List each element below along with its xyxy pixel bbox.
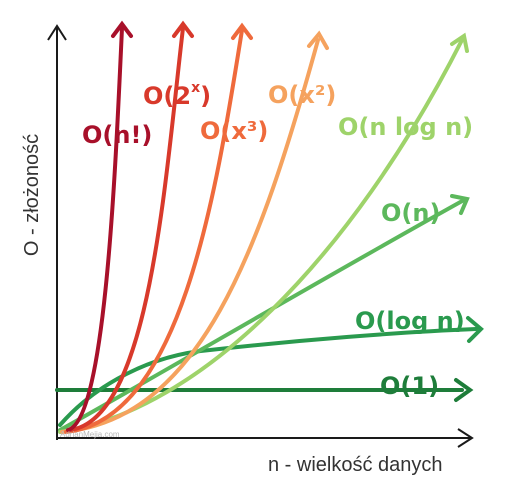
x-axis-arrow-icon bbox=[457, 428, 474, 448]
x-axis-label: n - wielkość danych bbox=[268, 454, 443, 476]
arrow-factorial-icon bbox=[111, 20, 133, 38]
arrow-quadratic-icon bbox=[307, 30, 329, 50]
curve-exponential bbox=[68, 26, 185, 432]
label-cubic: O(x³) bbox=[200, 117, 268, 145]
arrow-linear-icon bbox=[450, 194, 470, 215]
label-constant: O(1) bbox=[380, 372, 439, 400]
curve-cubic bbox=[64, 28, 244, 434]
y-axis-label: O - złożoność bbox=[21, 134, 43, 256]
curve-logn bbox=[58, 327, 478, 427]
y-axis-arrow-icon bbox=[47, 24, 67, 41]
label-quadratic: O(x²) bbox=[268, 81, 336, 109]
arrow-exponential-icon bbox=[172, 20, 194, 38]
curve-quadratic bbox=[60, 38, 320, 434]
label-linear: O(n) bbox=[381, 199, 440, 227]
curve-linear bbox=[58, 198, 466, 432]
arrow-cubic-icon bbox=[231, 22, 253, 40]
curve-factorial bbox=[66, 26, 124, 432]
watermark: AdrianMejia.com bbox=[60, 430, 120, 439]
label-factorial: O(n!) bbox=[82, 121, 152, 149]
arrow-constant-icon bbox=[454, 378, 474, 402]
label-exponential: O(2x) bbox=[143, 80, 211, 110]
arrow-logn-icon bbox=[466, 316, 484, 343]
arrow-nlogn-icon bbox=[450, 32, 469, 53]
label-nlogn: O(n log n) bbox=[338, 113, 473, 141]
label-logn: O(log n) bbox=[355, 307, 465, 335]
